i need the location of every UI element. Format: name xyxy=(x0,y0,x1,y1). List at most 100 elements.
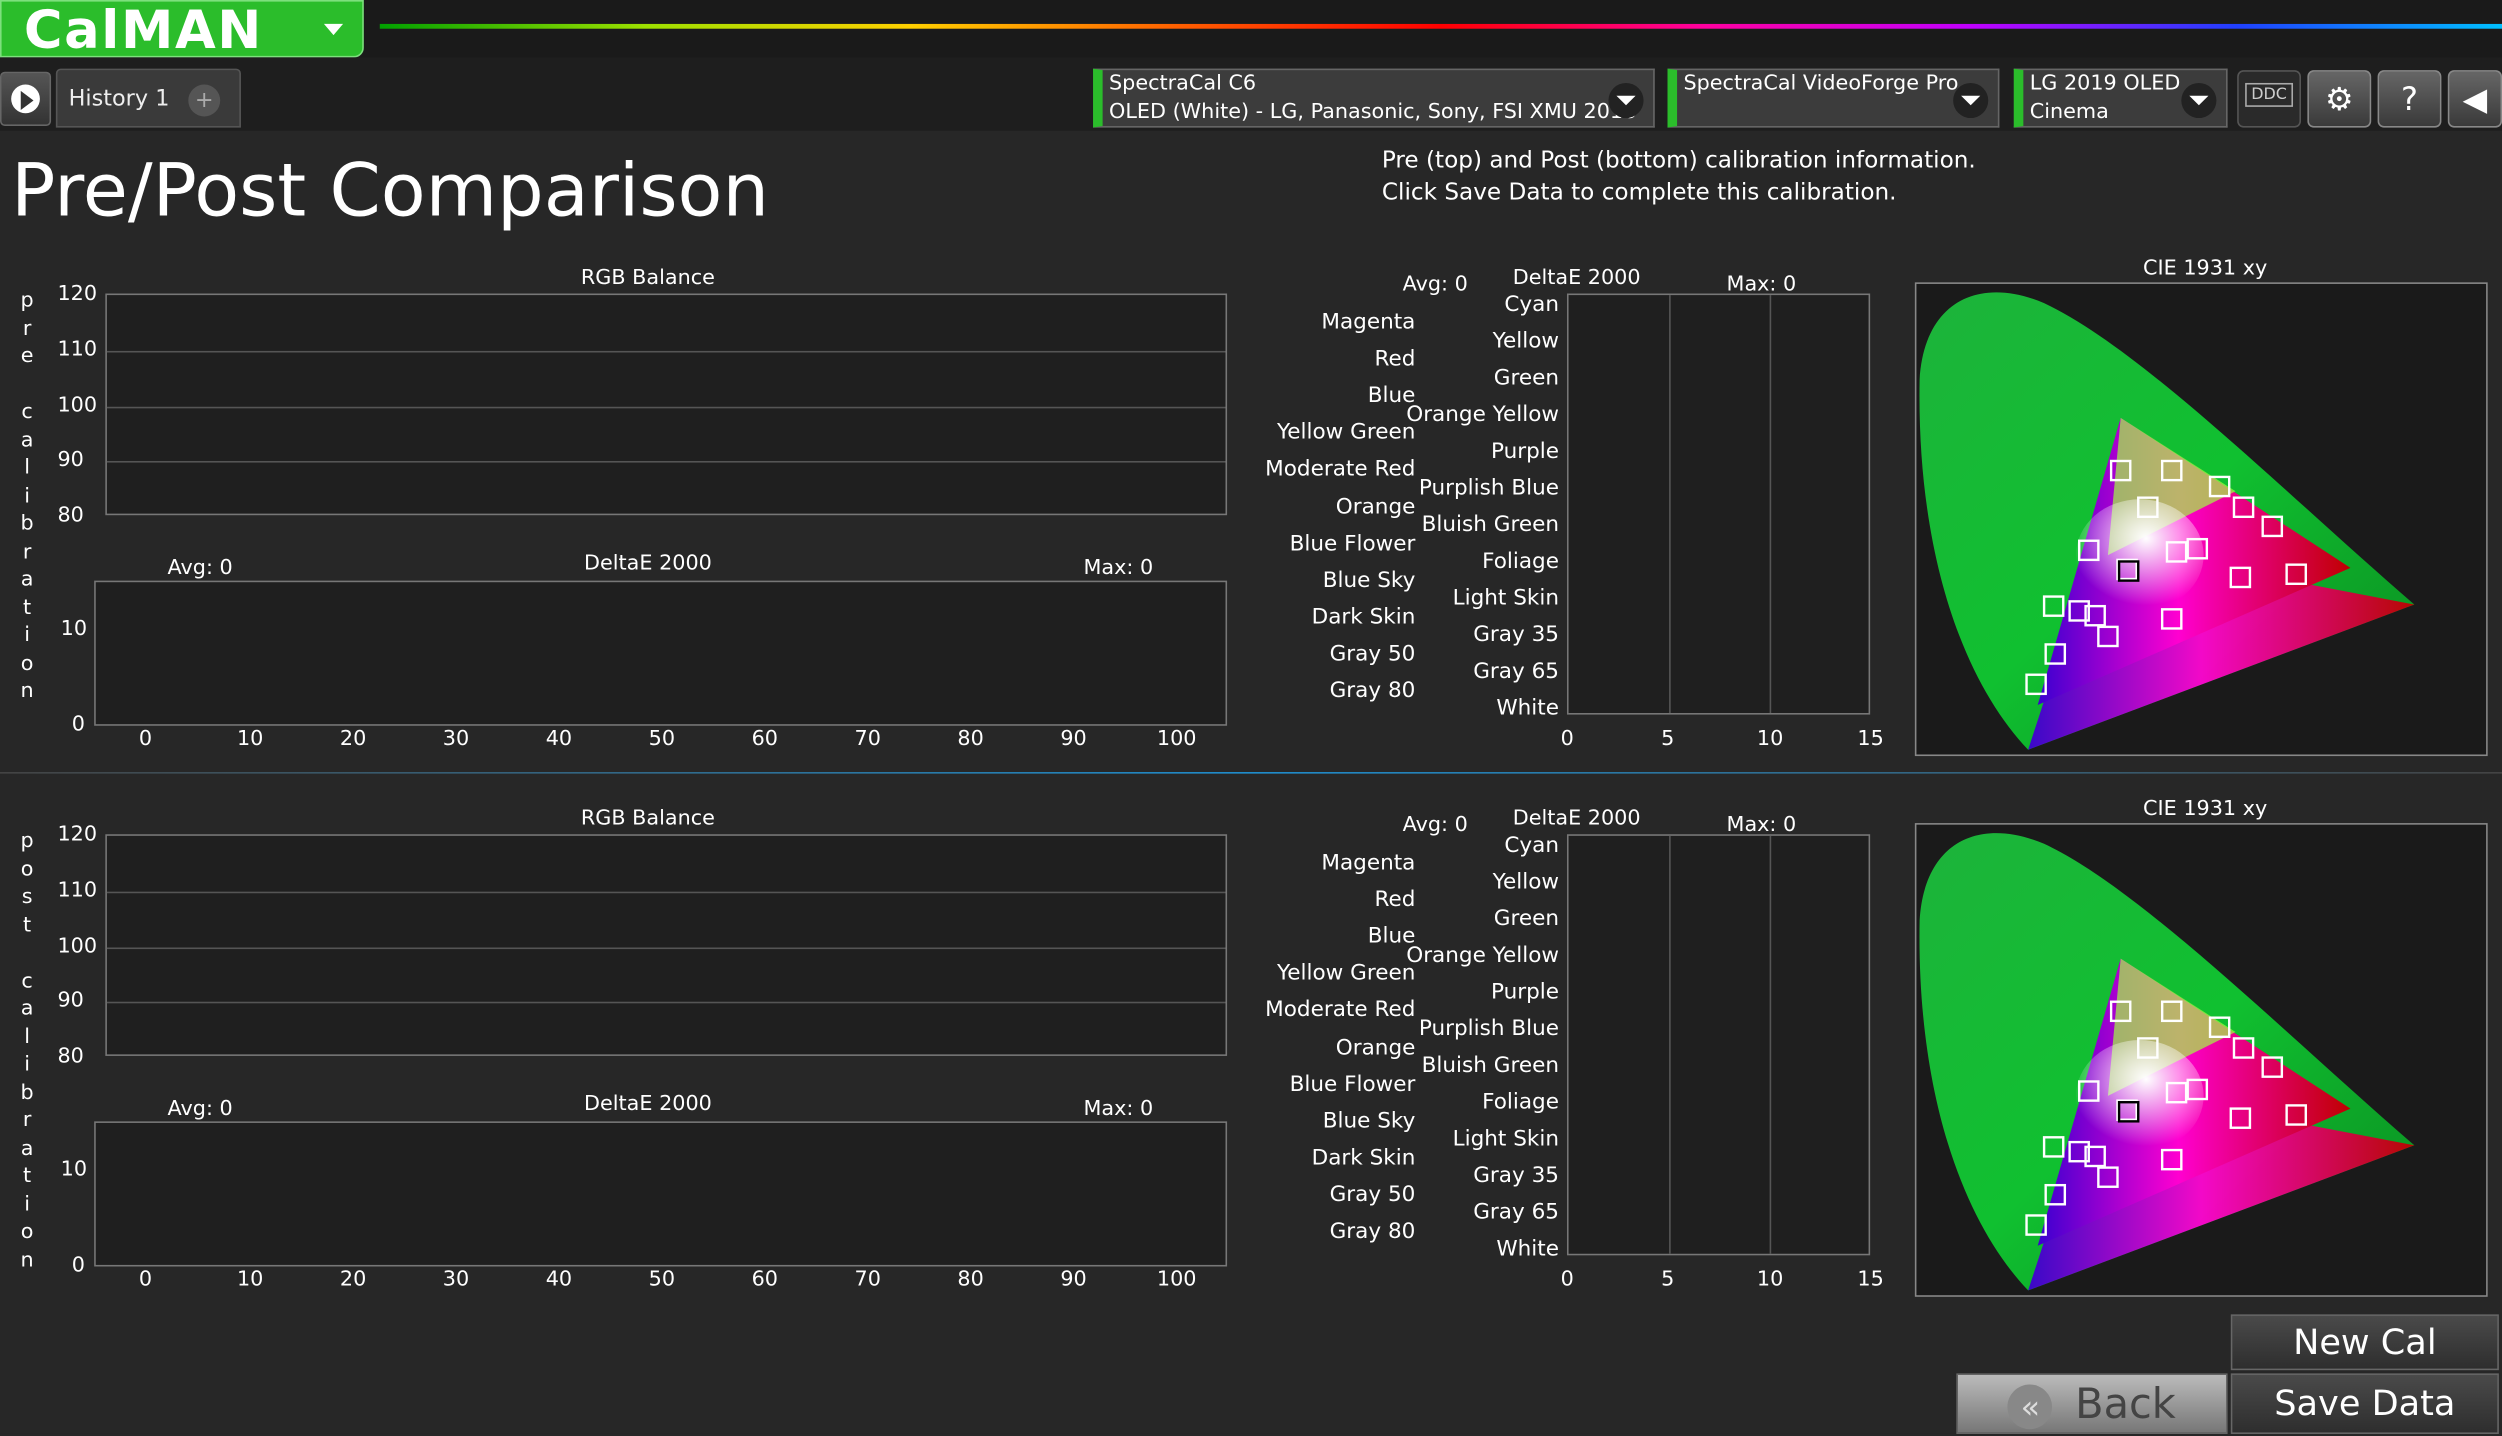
de-x-tick: 80 xyxy=(957,727,984,752)
display-dropdown-icon[interactable] xyxy=(2181,82,2217,119)
info-line-2: Click Save Data to complete this calibra… xyxy=(1381,180,1897,206)
de-max: Max: 0 xyxy=(1083,1097,1154,1122)
row-label-left: Blue Sky xyxy=(1322,567,1416,593)
rgb-y-tick: 120 xyxy=(57,282,98,307)
de-y-tick: 0 xyxy=(71,1253,86,1278)
de-x-tick: 20 xyxy=(339,1268,367,1293)
de-x-tick: 60 xyxy=(751,727,778,752)
row-label-right: Foliage xyxy=(1482,1089,1559,1115)
cie-diagram xyxy=(1914,282,2488,757)
target-marker xyxy=(2208,1016,2231,1039)
de-x-tick: 0 xyxy=(138,727,153,752)
spectral-locus xyxy=(1919,833,2415,1291)
logo-text: CalMAN xyxy=(23,0,263,61)
play-button[interactable] xyxy=(0,71,52,127)
de-x-tick: 70 xyxy=(854,1268,881,1293)
display-mode: Cinema xyxy=(2029,100,2109,125)
target-marker xyxy=(2025,1214,2047,1236)
de-x-tick: 0 xyxy=(138,1268,153,1293)
rgb-y-tick: 80 xyxy=(57,504,84,528)
row-label-right: Gray 35 xyxy=(1473,1162,1559,1189)
back-arrow-icon: « xyxy=(2008,1383,2053,1429)
de-title: DeltaE 2000 xyxy=(584,551,712,576)
row-label-right: Foliage xyxy=(1482,548,1559,575)
rgb-y-tick: 110 xyxy=(57,337,98,362)
bar-gridline xyxy=(1669,835,1671,1254)
target-marker xyxy=(2232,496,2255,519)
row-label-right: Orange Yellow xyxy=(1406,401,1559,428)
de-x-tick: 30 xyxy=(442,1268,470,1293)
target-marker xyxy=(2044,1183,2067,1206)
calman-logo-menu[interactable]: CalMAN xyxy=(0,0,364,58)
bar-gridline xyxy=(1769,295,1772,714)
row-label-left: Orange xyxy=(1335,493,1416,520)
gear-icon: ⚙ xyxy=(2324,79,2354,119)
ddc-button[interactable]: DDC xyxy=(2237,70,2301,128)
help-button[interactable]: ? xyxy=(2377,70,2442,128)
de-x-tick: 90 xyxy=(1060,1268,1087,1293)
side-label: p r e c a l i b r a t i o n xyxy=(20,288,34,704)
meter-selector[interactable]: SpectraCal C6 OLED (White) - LG, Panason… xyxy=(1093,68,1655,128)
bar-title: DeltaE 2000 xyxy=(1512,266,1641,291)
rgb-gridline xyxy=(106,946,1226,949)
de-x-tick: 10 xyxy=(236,1268,264,1293)
de-max: Max: 0 xyxy=(1083,556,1154,581)
de-avg: Avg: 0 xyxy=(167,556,233,581)
row-label-left: Dark Skin xyxy=(1311,1144,1416,1171)
de-y-tick: 10 xyxy=(60,1158,88,1182)
bar-plot xyxy=(1566,834,1871,1256)
target-gamut xyxy=(2037,958,2351,1246)
target-marker xyxy=(2042,595,2065,617)
row-label-left: Red xyxy=(1374,887,1416,913)
cie-title: CIE 1931 xy xyxy=(2143,256,2268,281)
target-marker xyxy=(2229,566,2252,589)
row-label-right: Light Skin xyxy=(1452,585,1559,611)
row-label-right: Green xyxy=(1493,906,1559,932)
cie-chart xyxy=(1919,833,2415,1291)
meter-mode: OLED (White) - LG, Panasonic, Sony, FSI … xyxy=(1109,100,1637,125)
white-point-glow xyxy=(2076,1040,2204,1152)
target-marker xyxy=(2137,496,2159,519)
rgb-y-tick: 110 xyxy=(57,878,98,903)
rgb-y-tick: 120 xyxy=(57,823,98,847)
target-marker xyxy=(2165,541,2188,563)
target-marker xyxy=(2097,625,2119,648)
generator-selector[interactable]: SpectraCal VideoForge Pro xyxy=(1667,68,2000,128)
de-x-tick: 90 xyxy=(1060,727,1087,752)
de-x-tick: 10 xyxy=(236,727,264,752)
add-tab-button[interactable]: + xyxy=(188,84,221,117)
row-label-left: Blue Flower xyxy=(1289,530,1416,557)
generator-dropdown-icon[interactable] xyxy=(1953,82,1989,119)
section-divider xyxy=(0,772,2502,774)
rgb-gridline xyxy=(106,891,1226,893)
tab-history[interactable]: History 1 + xyxy=(55,68,241,128)
row-label-left: Gray 50 xyxy=(1329,641,1416,667)
rgb-y-tick: 100 xyxy=(57,933,98,958)
de-x-tick: 70 xyxy=(854,727,881,752)
row-label-left: Moderate Red xyxy=(1265,997,1416,1024)
row-label-left: Gray 80 xyxy=(1329,677,1416,704)
settings-button[interactable]: ⚙ xyxy=(2307,70,2372,128)
back-button[interactable]: « Back xyxy=(1956,1373,2228,1434)
meter-dropdown-icon[interactable] xyxy=(1608,82,1644,119)
new-cal-button[interactable]: New Cal xyxy=(2230,1314,2499,1371)
de-x-tick: 80 xyxy=(957,1268,984,1293)
save-data-button[interactable]: Save Data xyxy=(2230,1373,2499,1434)
row-label-right: Purple xyxy=(1490,979,1559,1005)
rgb-balance-plot xyxy=(105,293,1228,516)
target-marker xyxy=(2042,1136,2065,1158)
rgb-gridline xyxy=(106,1002,1226,1004)
top-bar: CalMAN xyxy=(0,0,2502,58)
row-label-left: Blue xyxy=(1367,383,1416,409)
spectral-locus xyxy=(1919,292,2415,750)
row-label-right: Gray 35 xyxy=(1473,622,1559,648)
help-icon: ? xyxy=(2401,79,2418,119)
target-marker xyxy=(2160,1148,2183,1171)
display-selector[interactable]: LG 2019 OLED Cinema xyxy=(2013,68,2228,128)
bar-plot xyxy=(1566,293,1871,715)
target-marker xyxy=(2116,558,2138,581)
collapse-button[interactable]: ◀ xyxy=(2447,70,2502,128)
de-x-tick: 30 xyxy=(442,727,470,752)
spectral-locus-lower xyxy=(2028,1095,2415,1291)
